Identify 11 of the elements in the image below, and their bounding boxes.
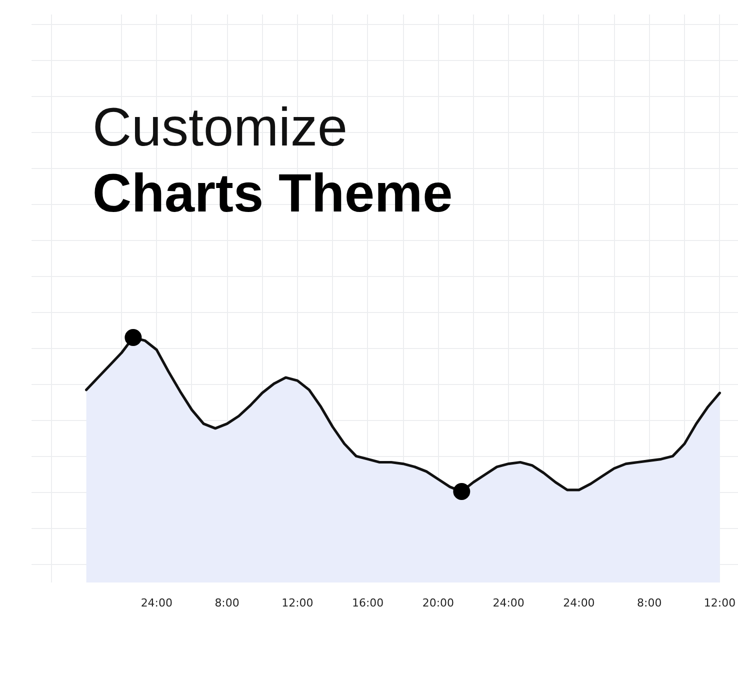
x-tick-label: 24:00 — [492, 596, 524, 610]
x-tick-label: 20:00 — [422, 596, 454, 610]
x-tick-label: 24:00 — [140, 596, 173, 610]
x-tick-label: 8:00 — [636, 596, 662, 610]
x-tick-label: 12:00 — [282, 596, 314, 610]
x-tick-label: 24:00 — [563, 596, 595, 610]
x-tick-label: 12:00 — [704, 596, 736, 610]
x-tick-label: 16:00 — [352, 596, 384, 610]
chart-subtitle: Charts Theme — [92, 164, 453, 224]
chart-title: Customize — [92, 98, 348, 158]
x-tick-label: 8:00 — [214, 596, 240, 610]
